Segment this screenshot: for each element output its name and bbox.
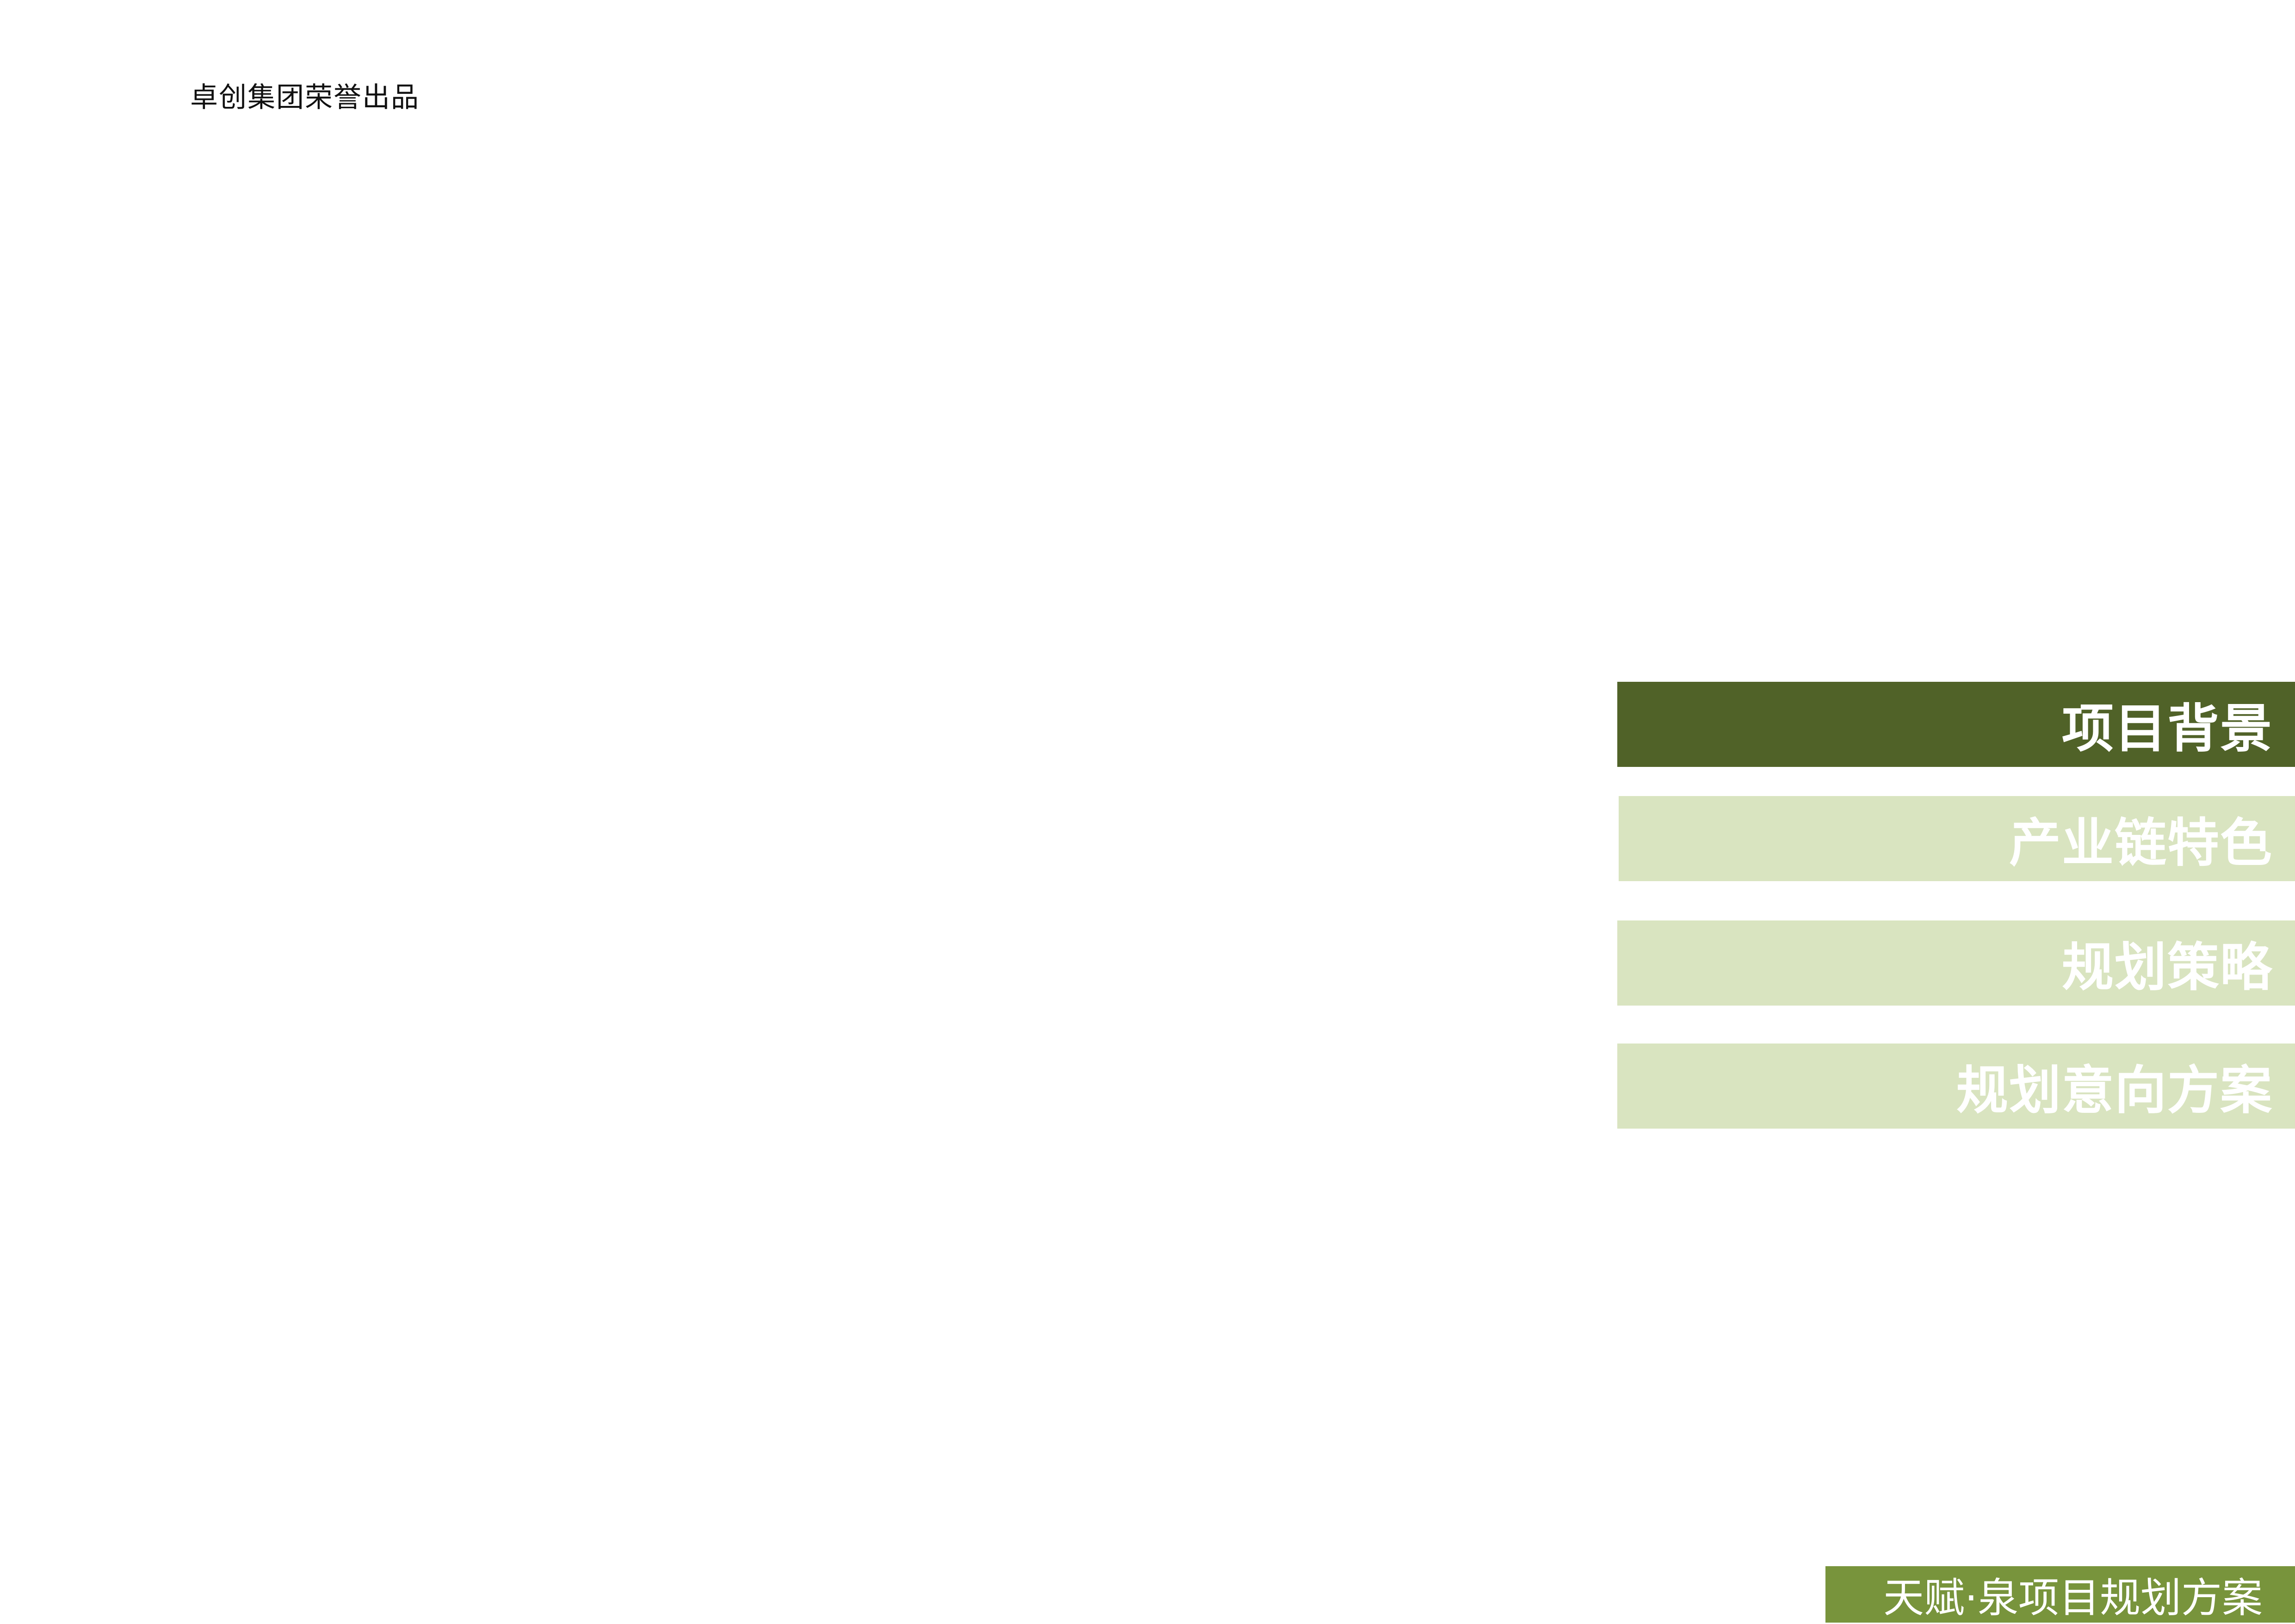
- footer-title: 天赋·泉项目规划方案: [1883, 1574, 2263, 1622]
- nav-item-label: 规划意向方案: [1956, 1061, 2273, 1121]
- footer-title-badge: 天赋·泉项目规划方案: [1825, 1566, 2295, 1623]
- nav-item-planning-scheme[interactable]: 规划意向方案: [1617, 1044, 2295, 1129]
- nav-item-label: 项目背景: [2062, 699, 2273, 759]
- nav-item-planning-strategy[interactable]: 规划策略: [1617, 920, 2295, 1006]
- nav-item-label: 产业链特色: [2009, 813, 2273, 873]
- credit-text: 卓创集团荣誉出品: [190, 81, 420, 114]
- nav-item-industry-chain[interactable]: 产业链特色: [1619, 796, 2295, 881]
- nav-item-project-background[interactable]: 项目背景: [1617, 682, 2295, 767]
- nav-item-label: 规划策略: [2062, 938, 2273, 998]
